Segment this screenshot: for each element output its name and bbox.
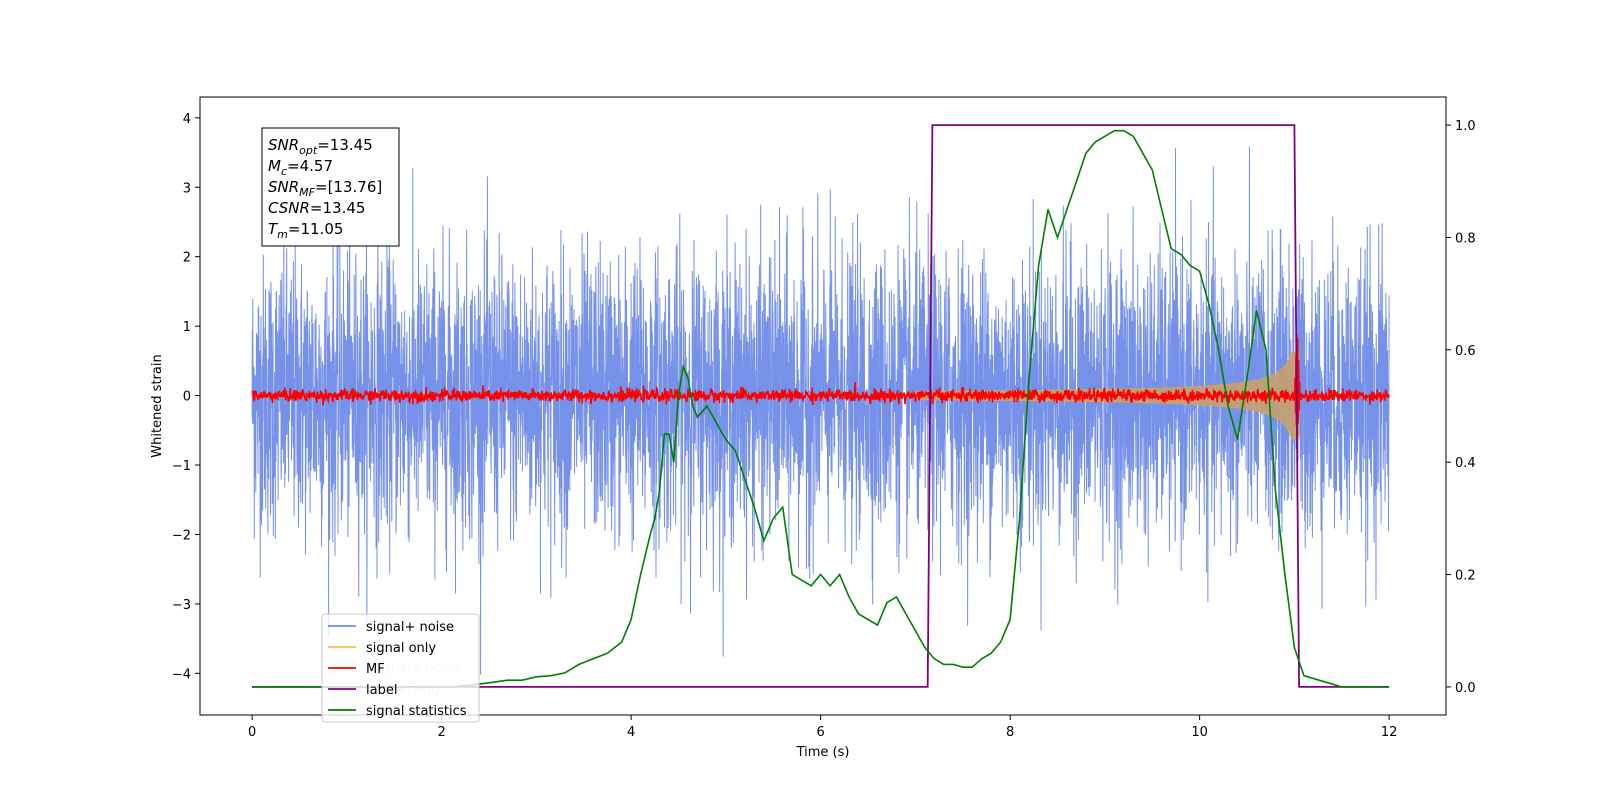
legend-entry: MF bbox=[366, 662, 385, 677]
x-tick-label: 10 bbox=[1191, 725, 1208, 740]
x-axis-label: Time (s) bbox=[796, 745, 850, 760]
info-subscript: c bbox=[281, 165, 287, 178]
x-tick-label: 12 bbox=[1381, 725, 1398, 740]
info-subscript: opt bbox=[299, 144, 318, 157]
series-signal-statistics bbox=[252, 129, 1390, 688]
y2-tick-label: 1.0 bbox=[1455, 119, 1476, 134]
legend-frame bbox=[321, 613, 480, 723]
info-line: SNRMF=[13.76] bbox=[268, 178, 382, 199]
y2-tick-label: 0.4 bbox=[1455, 456, 1476, 471]
y2-tick-label: 0.8 bbox=[1455, 231, 1476, 246]
y-tick-label: −2 bbox=[172, 528, 191, 543]
info-symbol: T bbox=[268, 220, 279, 238]
y-tick-label: −1 bbox=[172, 459, 191, 474]
y2-tick-label: 0.0 bbox=[1455, 681, 1476, 696]
info-subscript: m bbox=[277, 228, 288, 241]
series-mf bbox=[251, 334, 1390, 437]
legend-entry: signal+ noise bbox=[366, 620, 454, 635]
legend-entry: signal statistics bbox=[366, 704, 467, 719]
y-tick-label: 0 bbox=[183, 390, 191, 405]
series-label bbox=[252, 124, 1390, 688]
x-tick-label: 8 bbox=[1006, 725, 1014, 740]
info-line: SNRopt=13.45 bbox=[268, 136, 373, 157]
y-tick-label: 4 bbox=[183, 112, 191, 127]
y-tick-label: 3 bbox=[183, 181, 191, 196]
y-axis-label: Whitened strain bbox=[150, 354, 165, 457]
legend-entry: label bbox=[366, 683, 397, 698]
info-symbol: M bbox=[268, 157, 281, 175]
info-symbol: CSNR bbox=[268, 199, 310, 217]
info-line: CSNR=13.45 bbox=[268, 199, 365, 217]
y2-tick-label: 0.2 bbox=[1455, 569, 1476, 584]
info-box: SNRopt=13.45Mc=4.57SNRMF=[13.76]CSNR=13.… bbox=[261, 127, 400, 247]
info-value: =[13.76] bbox=[315, 178, 382, 196]
x-tick-label: 0 bbox=[248, 725, 256, 740]
info-box-frame bbox=[261, 127, 400, 247]
info-symbol: SNR bbox=[268, 136, 299, 154]
info-value: =11.05 bbox=[288, 220, 344, 238]
y-tick-label: −4 bbox=[172, 667, 191, 682]
y-tick-label: 2 bbox=[183, 251, 191, 266]
info-value: =4.57 bbox=[287, 157, 333, 175]
info-line: Tm=11.05 bbox=[268, 220, 343, 241]
series-layer bbox=[251, 124, 1390, 688]
x-tick-label: 6 bbox=[816, 725, 824, 740]
series-signal-noise bbox=[251, 146, 1390, 675]
info-symbol: SNR bbox=[268, 178, 299, 196]
legend-entry: signal only bbox=[366, 641, 436, 656]
info-value: =13.45 bbox=[310, 199, 366, 217]
plot-frame bbox=[199, 96, 1447, 716]
info-value: =13.45 bbox=[317, 136, 373, 154]
x-tick-label: 4 bbox=[627, 725, 635, 740]
y-tick-label: −3 bbox=[172, 598, 191, 613]
y-tick-label: 1 bbox=[183, 320, 191, 335]
info-subscript: MF bbox=[299, 186, 315, 199]
info-line: Mc=4.57 bbox=[268, 157, 333, 178]
y2-tick-label: 0.6 bbox=[1455, 344, 1476, 359]
x-tick-label: 2 bbox=[437, 725, 445, 740]
